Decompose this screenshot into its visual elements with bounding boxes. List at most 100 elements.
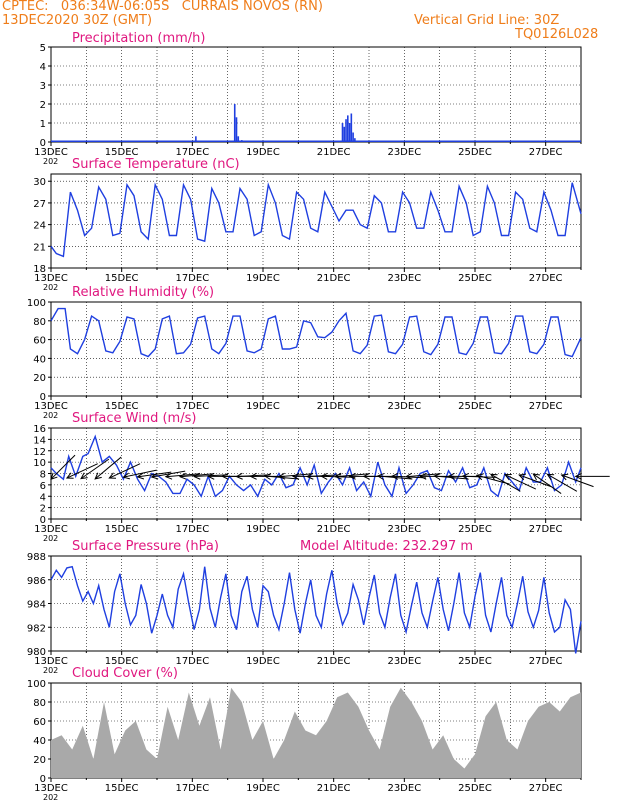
humidity-xtick-label: 27DEC [529,401,563,412]
cloud-cover-area [51,687,581,778]
cloud-cover-ytick-label: 20 [33,755,46,766]
precipitation-bar [345,119,347,142]
pressure-xtick-label: 15DEC [105,656,139,667]
wind-xtick-label: 23DEC [387,524,421,535]
humidity-title: Relative Humidity (%) [72,285,214,300]
pressure-ytick-label: 986 [27,576,46,587]
precipitation-panel: Precipitation (mm/h) 0 1 2 3 4 5 13DEC 15DEC 17DE… [34,31,582,166]
cloud-cover-ytick-label: 80 [33,698,46,709]
precipitation-xtick-label: 27DEC [529,147,563,158]
precipitation-bar [233,104,236,142]
wind-arrow [194,474,229,478]
precipitation-ytick-label: 3 [40,81,46,92]
wind-xtick-label: 27DEC [529,524,563,535]
wind-arrowhead [178,472,187,480]
precipitation-xtick-label: 15DEC [105,147,139,158]
wind-arrowhead [207,472,215,480]
temperature-ytick-label: 21 [33,242,46,253]
wind-xtick-label: 21DEC [317,524,351,535]
humidity-xtick-label: 13DEC [34,401,68,412]
temperature-xtick-label: 23DEC [387,273,421,284]
precipitation-xtick-label: 17DEC [175,147,209,158]
chart-header: CPTEC: 036:34W-06:05S CURRAIS NOVOS (RN)… [0,0,618,46]
wind-xtick-label: 25DEC [458,524,492,535]
pressure-year-label: 202 [43,666,58,675]
wind-arrowhead [532,473,541,481]
cloud-cover-ytick-label: 100 [27,679,46,690]
humidity-ytick-label: 20 [33,373,46,384]
wind-xtick-label: 13DEC [34,524,68,535]
pressure-xtick-label: 23DEC [387,656,421,667]
wind-arrow [490,473,521,492]
pressure-xtick-label: 21DEC [317,656,351,667]
wind-arrowhead [475,473,484,481]
pressure-ytick-label: 980 [27,647,46,658]
wind-arrowhead [291,472,300,480]
humidity-ytick-label: 40 [33,354,46,365]
wind-arrowhead [489,473,498,481]
wind-arrowhead [461,472,469,480]
wind-xtick-label: 17DEC [175,524,209,535]
pressure-ytick-label: 982 [27,623,46,634]
cloud-cover-xtick-label: 23DEC [387,783,421,794]
pressure-ytick-label: 988 [27,552,46,563]
wind-arrow [109,463,141,479]
wind-arrowhead [362,472,370,480]
precipitation-bar [241,140,243,142]
wind-arrowhead [108,472,117,479]
wind-arrowhead [433,473,441,480]
precipitation-xtick-label: 13DEC [34,147,68,158]
humidity-ytick-label: 60 [33,336,46,347]
cloud-cover-xtick-label: 27DEC [529,783,563,794]
wind-arrowhead [65,472,74,479]
humidity-panel: Relative Humidity (%) 0 20 40 60 80 100 13DEC 15… [27,285,582,420]
wind-arrowhead [504,473,512,481]
wind-arrow [476,474,510,485]
wind-arrow [518,474,552,488]
temperature-xtick-label: 19DEC [246,273,280,284]
wind-arrowhead [150,472,159,480]
humidity-ytick-label: 80 [33,317,46,328]
wind-ytick-label: 6 [40,481,46,492]
temperature-frame [50,173,582,269]
humidity-xtick-label: 15DEC [105,401,139,412]
cloud-cover-ytick-label: 0 [40,774,46,785]
wind-arrowhead [560,473,569,481]
humidity-xtick-label: 23DEC [387,401,421,412]
temperature-ytick-label: 30 [33,177,46,188]
pressure-title: Surface Pressure (hPa) [72,539,219,554]
station-title: CPTEC: 036:34W-06:05S CURRAIS NOVOS (RN) [2,0,323,14]
precipitation-ytick-label: 2 [40,100,46,111]
wind-arrowhead [334,472,342,480]
wind-ytick-label: 0 [40,515,46,526]
temperature-ytick-label: 24 [33,221,46,232]
precipitation-bar [195,136,197,142]
precipitation-bar [354,138,356,142]
pressure-xtick-label: 27DEC [529,656,563,667]
pressure-annotation: Model Altitude: 232.297 m [300,539,473,554]
wind-arrowhead [390,472,399,480]
wind-ytick-label: 2 [40,504,46,515]
precipitation-xtick-label: 21DEC [317,147,351,158]
wind-arrow [307,474,342,478]
cloud-cover-xtick-label: 25DEC [458,783,492,794]
humidity-xtick-label: 21DEC [317,401,351,412]
humidity-line [50,307,582,358]
precipitation-xtick-label: 23DEC [387,147,421,158]
wind-arrow [123,469,157,478]
cloud-cover-title: Cloud Cover (%) [72,666,178,681]
wind-arrowhead [263,473,272,480]
wind-arrowhead [235,472,243,480]
wind-ytick-label: 10 [33,458,46,469]
wind-arrowhead [164,472,173,480]
precipitation-bar [237,136,240,142]
wind-title: Surface Wind (m/s) [72,411,196,426]
wind-arrowhead [221,472,229,480]
humidity-frame [50,301,582,397]
temperature-ytick-label: 18 [33,264,46,275]
humidity-year-label: 202 [43,411,58,420]
wind-arrowhead [320,472,328,480]
temperature-panel: Surface Temperature (nC) 18 21 24 27 30 13DEC 1… [33,157,582,292]
precipitation-frame [50,46,582,143]
precipitation-xtick-label: 19DEC [246,147,280,158]
